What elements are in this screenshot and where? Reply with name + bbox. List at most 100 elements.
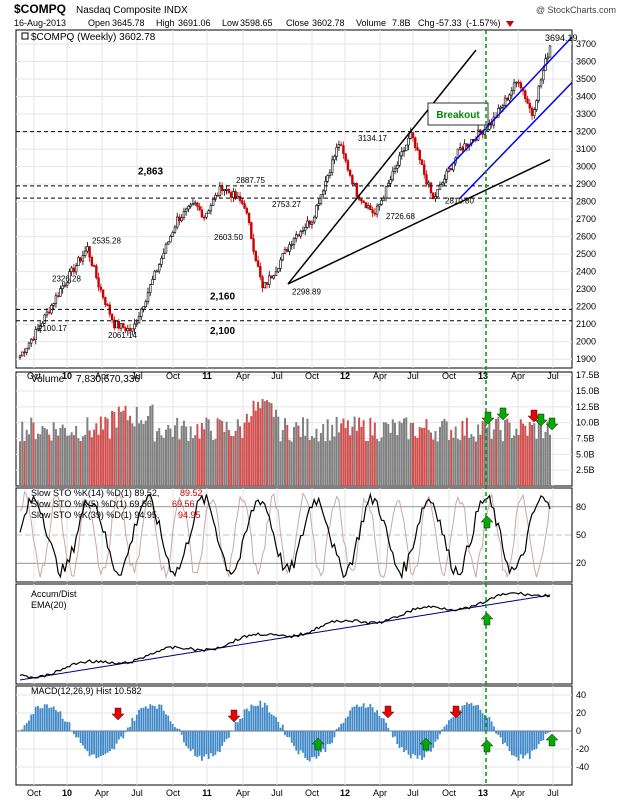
volume-bar xyxy=(506,419,508,486)
price-y-tick: 2000 xyxy=(576,337,596,347)
macd-hist-bar xyxy=(120,731,122,737)
macd-hist-bar xyxy=(412,731,414,754)
volume-bar xyxy=(365,441,367,486)
volume-legend-name: Volume xyxy=(31,374,65,385)
price-candle xyxy=(183,212,185,218)
macd-hist-bar xyxy=(66,722,68,731)
x-tick-label-top: Apr xyxy=(236,371,250,381)
macd-hist-bar xyxy=(354,706,356,731)
price-y-tick: 3500 xyxy=(576,74,596,84)
price-candle xyxy=(143,307,145,309)
volume-bar xyxy=(309,440,311,486)
volume-bar xyxy=(165,430,167,486)
macd-legend: MACD(12,26,9) Hist 10.582 xyxy=(31,686,142,696)
volume-bar xyxy=(160,435,162,486)
price-panel: 2,8632,1602,1002535.282326.282100.172061… xyxy=(16,37,572,360)
volume-bar xyxy=(131,423,133,486)
price-candle xyxy=(223,189,225,190)
price-candle xyxy=(533,110,535,116)
price-y-tick: 2100 xyxy=(576,319,596,329)
volume-bar xyxy=(412,423,414,486)
volume-bar xyxy=(470,434,472,486)
price-candle xyxy=(511,91,513,95)
macd-hist-bar xyxy=(524,731,526,755)
macd-hist-bar xyxy=(170,721,172,731)
x-tick-label-top: Apr xyxy=(511,371,525,381)
volume-y-tick: 10.0B xyxy=(576,418,600,428)
macd-hist-bar xyxy=(250,705,252,731)
volume-bar xyxy=(417,438,419,486)
macd-hist-bar xyxy=(210,731,212,753)
macd-hist-bar xyxy=(488,717,490,731)
price-candle xyxy=(500,107,502,108)
volume-y-tick: 17.5B xyxy=(576,370,600,380)
volume-bar xyxy=(425,419,427,486)
price-candle xyxy=(401,152,403,156)
volume-bar xyxy=(23,441,25,486)
price-candle xyxy=(62,286,64,289)
volume-bar xyxy=(363,420,365,486)
volume-bar xyxy=(266,400,268,486)
close-value: 3602.78 xyxy=(312,18,345,28)
price-candle xyxy=(506,98,508,100)
sto-legend-2: Slow STO %K(5) %D(1) 69.56, xyxy=(31,499,154,509)
price-candle xyxy=(419,150,421,160)
volume-bar xyxy=(504,420,506,486)
price-candle xyxy=(255,251,257,260)
macd-hist-bar xyxy=(134,721,136,731)
price-candle xyxy=(53,304,55,306)
volume-bar xyxy=(399,421,401,486)
price-candle xyxy=(147,293,149,302)
volume-bar xyxy=(111,411,113,486)
volume-bar xyxy=(185,426,187,486)
macd-hist-bar xyxy=(39,708,41,731)
volume-bar xyxy=(64,428,66,486)
volume-bar xyxy=(286,425,288,486)
price-candle xyxy=(437,189,439,196)
volume-bar xyxy=(392,419,394,486)
volume-bar xyxy=(145,421,147,486)
macd-hist-bar xyxy=(192,731,194,749)
volume-bar xyxy=(55,429,57,486)
watermark: @ StockCharts.com xyxy=(536,5,616,15)
price-candle xyxy=(408,138,410,145)
macd-hist-bar xyxy=(91,731,93,755)
macd-hist-bar xyxy=(26,723,28,731)
x-tick-label-top: Oct xyxy=(442,371,457,381)
x-tick-label-top: Jul xyxy=(547,371,559,381)
price-candle xyxy=(295,235,297,239)
macd-hist-bar xyxy=(448,720,450,731)
price-candle xyxy=(376,206,378,214)
macd-hist-bar xyxy=(446,724,448,731)
volume-bar xyxy=(277,417,279,486)
macd-hist-bar xyxy=(538,731,540,744)
volume-bar xyxy=(62,425,64,486)
x-tick-label-top: Jul xyxy=(407,371,419,381)
volume-bar xyxy=(410,423,412,486)
macd-hist-bar xyxy=(479,710,481,731)
price-candle xyxy=(399,156,401,165)
volume-bar xyxy=(122,411,124,486)
price-candle xyxy=(342,146,344,154)
volume-bar xyxy=(214,439,216,486)
macd-hist-bar xyxy=(331,731,333,743)
price-candle xyxy=(336,147,338,156)
macd-hist-bar xyxy=(55,710,57,731)
macd-hist-bar xyxy=(547,731,549,733)
price-y-tick: 3400 xyxy=(576,92,596,102)
price-candle xyxy=(327,176,329,182)
price-candle xyxy=(181,218,183,221)
macd-hist-bar xyxy=(140,708,142,731)
macd-hist-bar xyxy=(86,731,88,751)
macd-hist-bar xyxy=(403,731,405,752)
volume-bar xyxy=(360,427,362,486)
volume-bar xyxy=(230,436,232,486)
symbol-name: Nasdaq Composite INDX xyxy=(76,5,188,16)
price-candle xyxy=(284,249,286,253)
price-candle xyxy=(262,277,264,288)
volume-panel xyxy=(19,399,551,486)
price-candle xyxy=(170,236,172,241)
macd-hist-bar xyxy=(183,731,185,742)
volume-bar xyxy=(542,438,544,486)
